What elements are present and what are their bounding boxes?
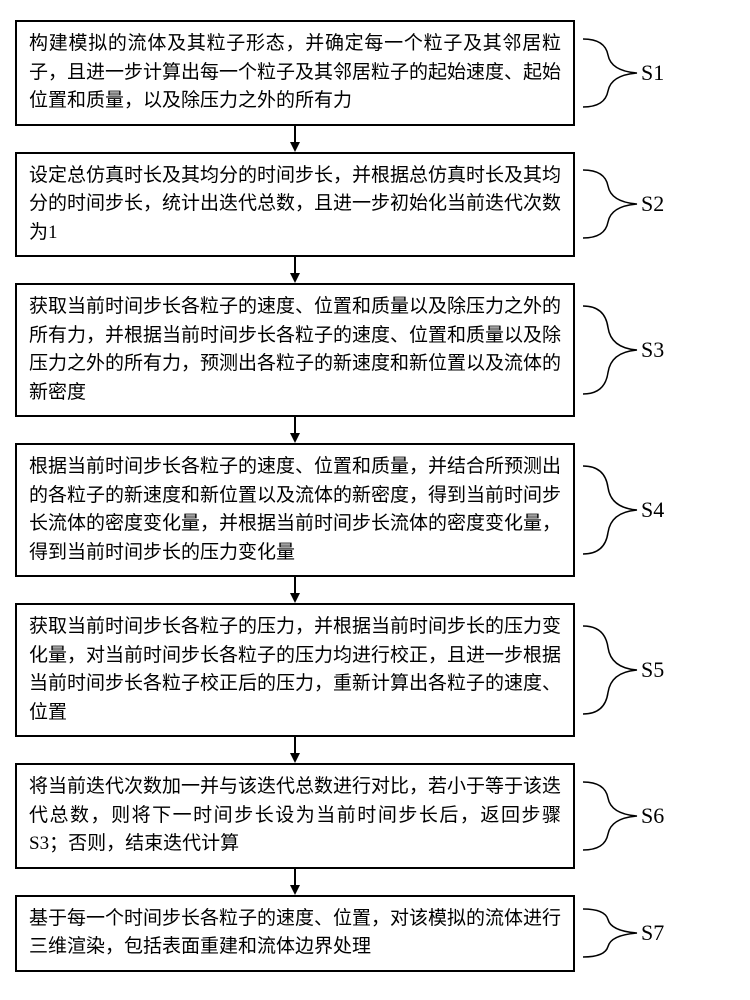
- step-box: 设定总仿真时长及其均分的时间步长，并根据总仿真时长及其均分的时间步长，统计出迭代…: [15, 152, 575, 258]
- flow-arrow: [15, 737, 735, 763]
- flow-step: 构建模拟的流体及其粒子形态，并确定每一个粒子及其邻居粒子，且进一步计算出每一个粒…: [15, 20, 735, 126]
- flow-arrow: [15, 126, 735, 152]
- step-label: S1: [641, 60, 664, 86]
- step-label: S4: [641, 497, 664, 523]
- step-box: 构建模拟的流体及其粒子形态，并确定每一个粒子及其邻居粒子，且进一步计算出每一个粒…: [15, 20, 575, 126]
- flow-step: 获取当前时间步长各粒子的速度、位置和质量以及除压力之外的所有力，并根据当前时间步…: [15, 283, 735, 417]
- step-label-connector: S7: [581, 903, 664, 963]
- step-label: S6: [641, 803, 664, 829]
- flow-step: 设定总仿真时长及其均分的时间步长，并根据总仿真时长及其均分的时间步长，统计出迭代…: [15, 152, 735, 258]
- flow-arrow: [15, 869, 735, 895]
- step-label-connector: S6: [581, 776, 664, 856]
- step-label-connector: S1: [581, 33, 664, 113]
- flow-step: 基于每一个时间步长各粒子的速度、位置，对该模拟的流体进行三维渲染，包括表面重建和…: [15, 895, 735, 972]
- flow-arrow: [15, 257, 735, 283]
- step-box: 将当前迭代次数加一并与该迭代总数进行对比，若小于等于该迭代总数，则将下一时间步长…: [15, 763, 575, 869]
- step-label: S3: [641, 337, 664, 363]
- step-box: 基于每一个时间步长各粒子的速度、位置，对该模拟的流体进行三维渲染，包括表面重建和…: [15, 895, 575, 972]
- step-box: 获取当前时间步长各粒子的压力，并根据当前时间步长的压力变化量，对当前时间步长各粒…: [15, 603, 575, 737]
- flow-arrow: [15, 577, 735, 603]
- step-label-connector: S4: [581, 460, 664, 560]
- step-label: S2: [641, 191, 664, 217]
- flow-step: 根据当前时间步长各粒子的速度、位置和质量，并结合所预测出的各粒子的新速度和新位置…: [15, 443, 735, 577]
- step-label: S5: [641, 657, 664, 683]
- flow-step: 获取当前时间步长各粒子的压力，并根据当前时间步长的压力变化量，对当前时间步长各粒…: [15, 603, 735, 737]
- step-label-connector: S5: [581, 620, 664, 720]
- flow-step: 将当前迭代次数加一并与该迭代总数进行对比，若小于等于该迭代总数，则将下一时间步长…: [15, 763, 735, 869]
- step-label-connector: S2: [581, 164, 664, 244]
- step-label-connector: S3: [581, 300, 664, 400]
- flow-arrow: [15, 417, 735, 443]
- step-label: S7: [641, 920, 664, 946]
- step-box: 根据当前时间步长各粒子的速度、位置和质量，并结合所预测出的各粒子的新速度和新位置…: [15, 443, 575, 577]
- step-box: 获取当前时间步长各粒子的速度、位置和质量以及除压力之外的所有力，并根据当前时间步…: [15, 283, 575, 417]
